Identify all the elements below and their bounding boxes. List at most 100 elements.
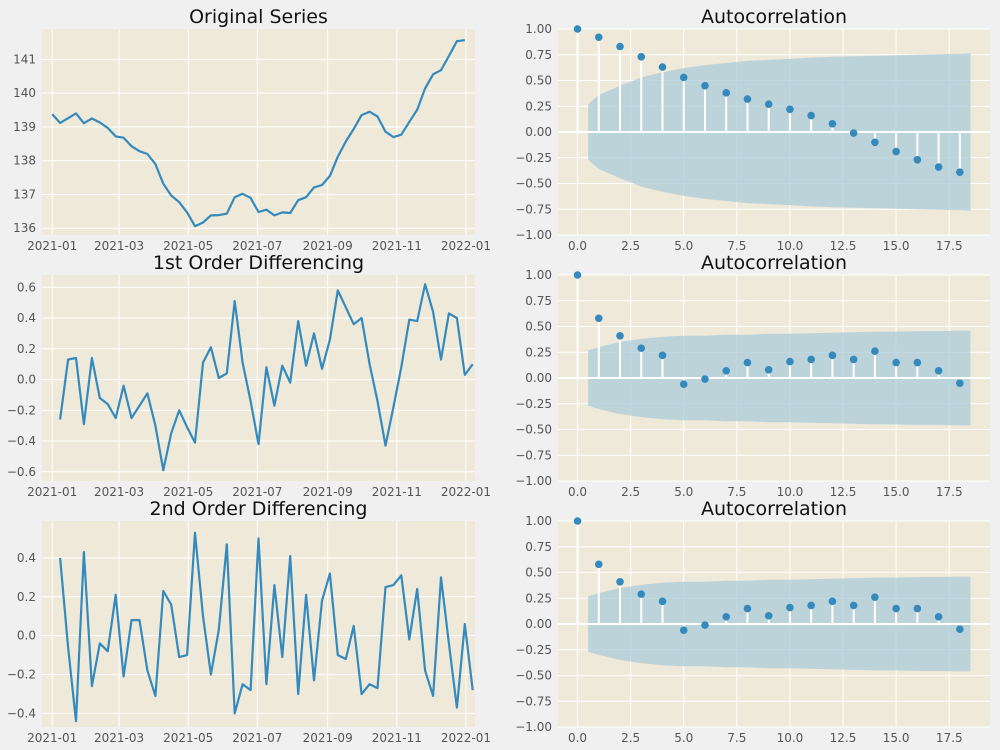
acf-point <box>594 560 603 569</box>
subplot-4: −1.00 −0.75 −0.50 −0.25 0.00 0.25 0.50 0.75 1.00… <box>515 252 990 499</box>
y-tick-label: 0.75 <box>525 48 552 62</box>
acf-point <box>828 119 837 128</box>
y-tick-label: 0.25 <box>525 345 552 359</box>
acf-point <box>658 597 667 606</box>
y-tick-label: −0.75 <box>515 202 552 216</box>
x-tick-label: 2021-07 <box>232 485 282 499</box>
acf-point <box>807 111 815 120</box>
acf-point <box>934 366 943 375</box>
x-tick-label: 2021-11 <box>372 485 422 499</box>
x-tick-label: 2021-01 <box>27 239 77 253</box>
acf-point <box>892 147 900 156</box>
x-tick-label: 2021-05 <box>163 731 213 745</box>
acf-point <box>871 347 879 356</box>
acf-point <box>956 168 964 176</box>
y-tick-label: −0.50 <box>515 423 552 437</box>
y-tick-label: 0.0 <box>17 629 36 643</box>
acf-point <box>616 331 624 340</box>
x-tick-label: 7.5 <box>727 239 746 253</box>
y-tick-label: 0.50 <box>525 566 552 580</box>
acf-point <box>658 351 667 360</box>
acf-point <box>849 355 858 364</box>
y-tick-label: 0.25 <box>525 99 552 113</box>
plot-area <box>42 275 475 481</box>
y-tick-label: −0.6 <box>7 465 36 479</box>
subplot-2: −1.00 −0.75 −0.50 −0.25 0.00 0.25 0.50 0.75 1.00… <box>515 6 990 253</box>
acf-point <box>934 163 943 171</box>
subplot-title: Original Series <box>189 6 328 28</box>
y-tick-label: −0.50 <box>515 177 552 191</box>
acf-point <box>828 351 837 360</box>
acf-point <box>573 25 582 33</box>
y-tick-label: 138 <box>13 154 36 168</box>
subplot-title: Autocorrelation <box>701 6 847 28</box>
acf-point <box>701 375 709 383</box>
x-tick-label: 2.5 <box>621 239 640 253</box>
y-tick-label: −0.4 <box>7 434 36 448</box>
subplot-6: −1.00 −0.75 −0.50 −0.25 0.00 0.25 0.50 0.75 1.00… <box>515 498 990 745</box>
x-tick-label: 2021-09 <box>303 485 353 499</box>
acf-point <box>637 53 646 61</box>
x-tick-label: 2021-01 <box>27 731 77 745</box>
acf-point <box>679 73 688 82</box>
y-tick-label: 139 <box>13 120 36 134</box>
x-tick-label: 15.0 <box>883 239 910 253</box>
y-tick-label: 137 <box>13 187 36 201</box>
subplot-title: 2nd Order Differencing <box>150 498 368 520</box>
acf-point <box>743 358 752 367</box>
x-tick-label: 5.0 <box>674 239 693 253</box>
y-tick-label: 0.2 <box>17 590 36 604</box>
y-tick-label: −1.00 <box>515 228 552 242</box>
y-tick-label: 0.25 <box>525 591 552 605</box>
x-tick-label: 2021-07 <box>232 239 282 253</box>
y-tick-label: −0.2 <box>7 403 36 417</box>
acf-point <box>934 612 943 621</box>
x-tick-label: 7.5 <box>727 485 746 499</box>
y-tick-label: −0.75 <box>515 694 552 708</box>
acf-point <box>658 63 667 71</box>
y-tick-label: 0.4 <box>17 551 36 565</box>
x-tick-label: 5.0 <box>674 731 693 745</box>
y-tick-label: −0.4 <box>7 706 36 720</box>
x-tick-label: 10.0 <box>777 485 804 499</box>
x-tick-label: 10.0 <box>777 239 804 253</box>
acf-point <box>573 271 582 279</box>
y-tick-label: 0.00 <box>525 617 552 631</box>
series-line <box>59 283 474 472</box>
x-tick-label: 0.0 <box>568 239 587 253</box>
x-tick-label: 2021-03 <box>94 239 144 253</box>
x-tick-label: 17.5 <box>936 485 963 499</box>
acf-point <box>594 33 603 42</box>
y-tick-label: −1.00 <box>515 474 552 488</box>
acf-point <box>722 89 731 97</box>
acf-point <box>722 366 731 375</box>
acf-point <box>573 517 582 525</box>
x-tick-label: 2021-03 <box>94 731 144 745</box>
acf-point <box>956 379 964 387</box>
subplot-title: 1st Order Differencing <box>153 252 364 274</box>
series-line <box>51 39 465 228</box>
y-tick-label: 1.00 <box>525 268 552 282</box>
subplot-title: Autocorrelation <box>701 252 847 274</box>
acf-point <box>637 344 646 352</box>
y-tick-label: −0.25 <box>515 397 552 411</box>
acf-point <box>701 81 709 90</box>
x-tick-label: 2022-01 <box>441 485 491 499</box>
y-tick-label: 0.50 <box>525 74 552 88</box>
y-tick-label: −0.75 <box>515 448 552 462</box>
x-tick-label: 0.0 <box>568 485 587 499</box>
y-tick-label: 0.00 <box>525 125 552 139</box>
acf-point <box>913 604 922 613</box>
y-tick-label: 1.00 <box>525 22 552 36</box>
y-tick-label: 0.75 <box>525 540 552 554</box>
acf-point <box>786 603 794 612</box>
acf-point <box>764 611 773 620</box>
acf-point <box>616 577 624 586</box>
y-tick-label: 0.4 <box>17 311 36 325</box>
acf-point <box>871 138 879 147</box>
x-tick-label: 12.5 <box>830 485 857 499</box>
subplot-5: −0.4 −0.2 0.0 0.2 0.4 2021-01 2021-03 2021-05 20… <box>7 498 491 745</box>
x-tick-label: 2022-01 <box>441 731 491 745</box>
x-tick-label: 2021-05 <box>163 485 213 499</box>
